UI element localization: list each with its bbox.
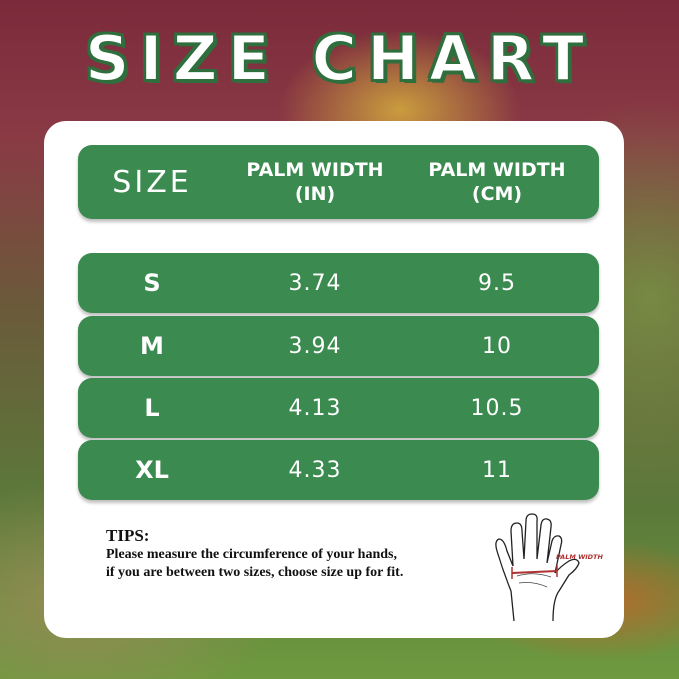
tips-line-1: Please measure the circumference of your…: [106, 547, 397, 562]
table-row: XL 4.33 11: [78, 440, 599, 500]
size-chart-card: SIZE PALM WIDTH (IN) PALM WIDTH (CM) S 3.7…: [44, 121, 624, 638]
size-cell: S: [143, 269, 161, 297]
table-row: S 3.74 9.5: [78, 253, 599, 313]
table-row: M 3.94 10: [78, 316, 599, 376]
header-palm-width-cm: PALM WIDTH (CM): [412, 145, 582, 219]
header-in-line2: (IN): [294, 183, 336, 205]
tips-section: TIPS: Please measure the circumference o…: [106, 526, 403, 582]
in-cell: 4.13: [288, 395, 342, 421]
header-size: SIZE: [112, 164, 192, 200]
tips-heading: TIPS:: [106, 526, 150, 545]
in-cell: 4.33: [288, 457, 342, 483]
in-cell: 3.74: [288, 270, 342, 296]
header-palm-width-in: PALM WIDTH (IN): [230, 145, 400, 219]
header-cm-line2: (CM): [471, 183, 523, 205]
cm-cell: 11: [482, 457, 512, 483]
page-title: SIZE CHART: [84, 21, 595, 96]
in-cell: 3.94: [288, 333, 342, 359]
size-cell: M: [140, 332, 164, 360]
header-cm-line1: PALM WIDTH: [428, 159, 566, 181]
tips-line-2: if you are between two sizes, choose siz…: [106, 565, 404, 580]
palm-width-label: PALM WIDTH: [556, 553, 603, 561]
cm-cell: 10.5: [470, 395, 524, 421]
size-cell: L: [144, 394, 160, 422]
table-row: L 4.13 10.5: [78, 378, 599, 438]
table-header: SIZE PALM WIDTH (IN) PALM WIDTH (CM): [78, 145, 599, 219]
cm-cell: 9.5: [478, 270, 516, 296]
hand-outline-icon: PALM WIDTH: [495, 513, 603, 621]
cm-cell: 10: [482, 333, 512, 359]
size-cell: XL: [135, 456, 169, 484]
header-in-line1: PALM WIDTH: [246, 159, 384, 181]
